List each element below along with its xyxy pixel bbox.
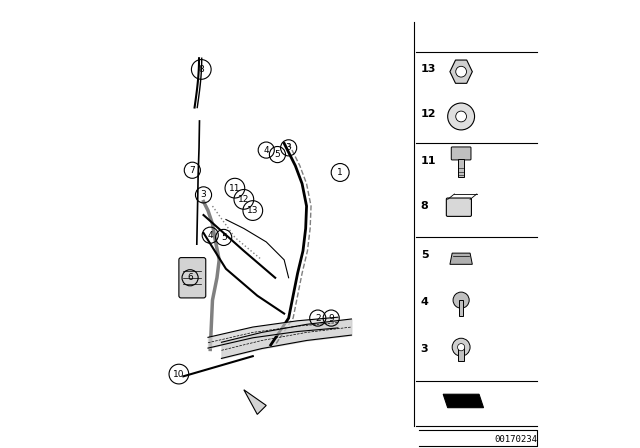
Text: 4: 4 — [207, 231, 213, 240]
Text: 4: 4 — [421, 297, 429, 307]
Polygon shape — [244, 390, 266, 414]
Text: 9: 9 — [328, 314, 334, 323]
Polygon shape — [450, 253, 472, 264]
Circle shape — [452, 338, 470, 356]
Text: 12: 12 — [421, 109, 436, 119]
Polygon shape — [450, 60, 472, 83]
Text: 3: 3 — [421, 345, 428, 354]
Text: 2: 2 — [315, 314, 321, 323]
Polygon shape — [458, 347, 464, 361]
Text: 12: 12 — [238, 195, 250, 204]
Polygon shape — [459, 300, 463, 316]
Text: 10: 10 — [173, 370, 184, 379]
Text: 13: 13 — [247, 206, 259, 215]
Text: 5: 5 — [421, 250, 428, 260]
Text: 11: 11 — [421, 156, 436, 166]
Text: 4: 4 — [264, 146, 269, 155]
Circle shape — [448, 103, 475, 130]
FancyBboxPatch shape — [179, 258, 206, 298]
Text: 3: 3 — [286, 143, 291, 152]
Polygon shape — [458, 159, 464, 177]
Text: 13: 13 — [421, 65, 436, 74]
Text: 5: 5 — [275, 150, 280, 159]
Text: 11: 11 — [229, 184, 241, 193]
Text: 8: 8 — [198, 65, 204, 74]
Polygon shape — [443, 394, 484, 408]
Circle shape — [456, 66, 467, 77]
Circle shape — [453, 292, 469, 308]
Text: 00170234: 00170234 — [494, 435, 538, 444]
Text: 1: 1 — [337, 168, 343, 177]
Circle shape — [456, 111, 467, 122]
Circle shape — [458, 344, 465, 351]
Text: 7: 7 — [189, 166, 195, 175]
FancyBboxPatch shape — [446, 198, 472, 216]
FancyBboxPatch shape — [451, 147, 471, 160]
Text: 3: 3 — [201, 190, 206, 199]
Text: 8: 8 — [421, 201, 429, 211]
Text: 6: 6 — [188, 273, 193, 282]
Text: 5: 5 — [221, 233, 227, 242]
